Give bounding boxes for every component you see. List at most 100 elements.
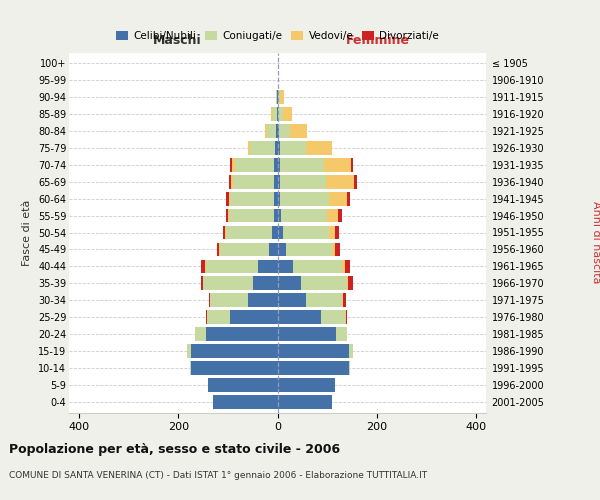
Bar [206, 310, 230, 324]
Bar [351, 158, 353, 172]
Bar [211, 294, 248, 308]
Bar [335, 226, 339, 239]
Bar [332, 242, 335, 256]
Text: Femmine: Femmine [346, 34, 410, 48]
Bar [201, 260, 205, 274]
Bar [326, 174, 355, 188]
Bar [235, 158, 274, 172]
Bar [278, 106, 283, 120]
Bar [278, 90, 280, 104]
Bar [209, 294, 211, 308]
Bar [232, 174, 233, 188]
Bar [277, 328, 336, 342]
Bar [277, 344, 349, 358]
Bar [206, 260, 257, 274]
Bar [281, 208, 327, 222]
Bar [343, 294, 346, 308]
Bar [327, 208, 338, 222]
Bar [200, 276, 203, 290]
Bar [277, 174, 280, 188]
Bar [220, 242, 269, 256]
Bar [280, 174, 326, 188]
Bar [306, 140, 332, 154]
Bar [253, 276, 277, 290]
Bar [280, 192, 329, 205]
Bar [272, 226, 277, 239]
Bar [277, 294, 306, 308]
Bar [206, 328, 277, 342]
Bar [286, 242, 332, 256]
Bar [301, 276, 347, 290]
Bar [191, 362, 277, 376]
Bar [230, 158, 232, 172]
Bar [283, 226, 329, 239]
Bar [230, 310, 277, 324]
Bar [229, 174, 232, 188]
Bar [355, 174, 357, 188]
Bar [347, 192, 350, 205]
Bar [226, 226, 272, 239]
Bar [217, 242, 220, 256]
Bar [342, 294, 343, 308]
Bar [187, 344, 191, 358]
Bar [274, 192, 277, 205]
Text: Anni di nascita: Anni di nascita [591, 201, 600, 284]
Bar [274, 208, 277, 222]
Bar [344, 260, 350, 274]
Bar [223, 226, 226, 239]
Bar [277, 208, 281, 222]
Bar [226, 192, 229, 205]
Bar [329, 192, 347, 205]
Bar [194, 328, 206, 342]
Bar [267, 124, 276, 138]
Bar [349, 276, 353, 290]
Bar [277, 226, 283, 239]
Text: Popolazione per età, sesso e stato civile - 2006: Popolazione per età, sesso e stato civil… [9, 442, 340, 456]
Legend: Celibi/Nubili, Coniugati/e, Vedovi/e, Divorziati/e: Celibi/Nubili, Coniugati/e, Vedovi/e, Di… [112, 27, 443, 46]
Bar [265, 124, 267, 138]
Bar [248, 140, 250, 154]
Bar [280, 90, 284, 104]
Bar [277, 242, 286, 256]
Bar [280, 158, 323, 172]
Bar [335, 242, 340, 256]
Bar [277, 276, 301, 290]
Bar [280, 140, 306, 154]
Bar [277, 362, 349, 376]
Bar [275, 140, 277, 154]
Bar [277, 124, 279, 138]
Bar [321, 310, 345, 324]
Bar [277, 140, 280, 154]
Bar [277, 106, 278, 120]
Bar [349, 344, 353, 358]
Bar [342, 260, 344, 274]
Bar [230, 192, 274, 205]
Bar [283, 106, 292, 120]
Bar [191, 344, 277, 358]
Bar [274, 174, 277, 188]
Bar [190, 362, 191, 376]
Bar [338, 208, 342, 222]
Bar [306, 294, 342, 308]
Bar [203, 276, 253, 290]
Bar [272, 106, 277, 120]
Bar [349, 362, 350, 376]
Bar [250, 140, 275, 154]
Bar [347, 276, 349, 290]
Bar [276, 90, 277, 104]
Bar [346, 310, 347, 324]
Bar [248, 294, 277, 308]
Bar [277, 158, 280, 172]
Bar [277, 396, 332, 409]
Bar [277, 72, 278, 86]
Bar [229, 208, 274, 222]
Bar [277, 192, 280, 205]
Bar [336, 328, 347, 342]
Bar [229, 192, 230, 205]
Bar [276, 124, 277, 138]
Bar [232, 158, 235, 172]
Bar [329, 226, 335, 239]
Bar [271, 106, 272, 120]
Bar [277, 310, 321, 324]
Bar [323, 158, 351, 172]
